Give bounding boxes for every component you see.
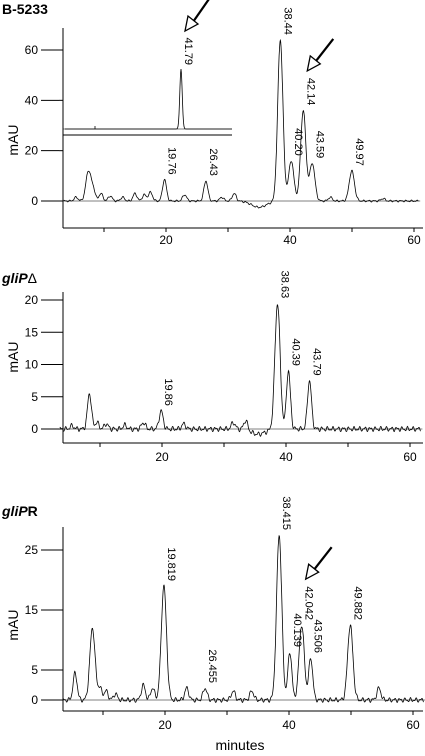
y-tick-label: 15 — [25, 603, 39, 617]
peak-label: 40.20 — [292, 128, 304, 156]
x-tick-label: 40 — [279, 450, 293, 464]
y-tick-label: 20 — [25, 293, 39, 307]
x-tick-label: 20 — [159, 233, 173, 247]
inset-arrow-head — [184, 14, 200, 33]
peak-label: 49.882 — [351, 586, 363, 620]
x-tick-label: 40 — [283, 233, 297, 247]
peak-label: 42.042 — [303, 586, 315, 620]
y-tick-label: 60 — [25, 43, 39, 57]
y-axis-title-glip-r: mAU — [5, 609, 21, 640]
y-tick-label: 25 — [25, 543, 39, 557]
chromatogram-trace — [59, 304, 421, 437]
x-tick-label: 60 — [407, 233, 421, 247]
x-tick-label: 20 — [158, 718, 172, 732]
panel-b5233: B-5233 mAU 0 20 40 60 20 40 60 19.76 26.43 38.44 4… — [2, 0, 423, 247]
peak-label: 43.59 — [313, 131, 325, 159]
panel-title-b5233: B-5233 — [2, 1, 48, 17]
panel-title-glip-delta: gliPΔ — [1, 270, 37, 286]
peak-label: 26.43 — [207, 148, 219, 176]
x-tick-label: 20 — [155, 450, 169, 464]
peak-label: 43.79 — [311, 348, 323, 376]
x-tick-label: 60 — [403, 450, 417, 464]
peak-label: 38.44 — [281, 7, 293, 35]
y-tick-label: 15 — [25, 325, 39, 339]
x-tick-label: 60 — [406, 718, 420, 732]
y-axis-title-glip-delta: mAU — [5, 341, 21, 372]
peak-label: 26.455 — [206, 649, 218, 683]
y-tick-label: 5 — [31, 663, 38, 677]
peak-label: 40.39 — [289, 338, 301, 366]
panel-title-glip-r: gliPR — [1, 503, 38, 519]
chromatogram-trace — [62, 534, 424, 703]
inset-trace — [65, 68, 232, 130]
inset-arrow-shaft — [192, 0, 210, 23]
y-tick-label: 40 — [25, 93, 39, 107]
y-tick-label: 10 — [25, 358, 39, 372]
inset-peak-label: 41.79 — [182, 37, 194, 65]
chromatogram-trace — [63, 38, 419, 209]
peak-label: 19.819 — [165, 547, 177, 581]
arrow-head — [306, 54, 322, 73]
peak-label: 19.76 — [166, 147, 178, 175]
y-tick-label: 20 — [25, 144, 39, 158]
panel-glip-r: gliPR mAU minutes 0 5 15 25 20 40 60 19.819 26.4… — [1, 496, 425, 753]
x-tick-label: 40 — [282, 718, 296, 732]
peak-label: 42.14 — [304, 78, 316, 106]
y-tick-label: 0 — [31, 422, 38, 436]
peak-label: 43.506 — [312, 619, 324, 653]
y-tick-label: 5 — [31, 390, 38, 404]
y-tick-label: 0 — [31, 194, 38, 208]
y-tick-label: 0 — [31, 693, 38, 707]
x-axis-title: minutes — [215, 737, 264, 753]
peak-label: 38.415 — [280, 496, 292, 530]
peak-label: 38.63 — [279, 271, 291, 299]
arrow-shaft — [312, 546, 333, 571]
y-axis-title-b5233: mAU — [5, 124, 21, 155]
peak-label: 49.97 — [353, 138, 365, 166]
arrow-head — [304, 563, 320, 581]
arrow-shaft — [314, 38, 335, 63]
peak-label: 40.139 — [291, 613, 303, 647]
peak-label: 19.86 — [162, 378, 174, 406]
panel-glip-delta: gliPΔ mAU 0 5 10 15 20 20 40 60 19.86 38.63 40.39 4… — [1, 270, 423, 464]
